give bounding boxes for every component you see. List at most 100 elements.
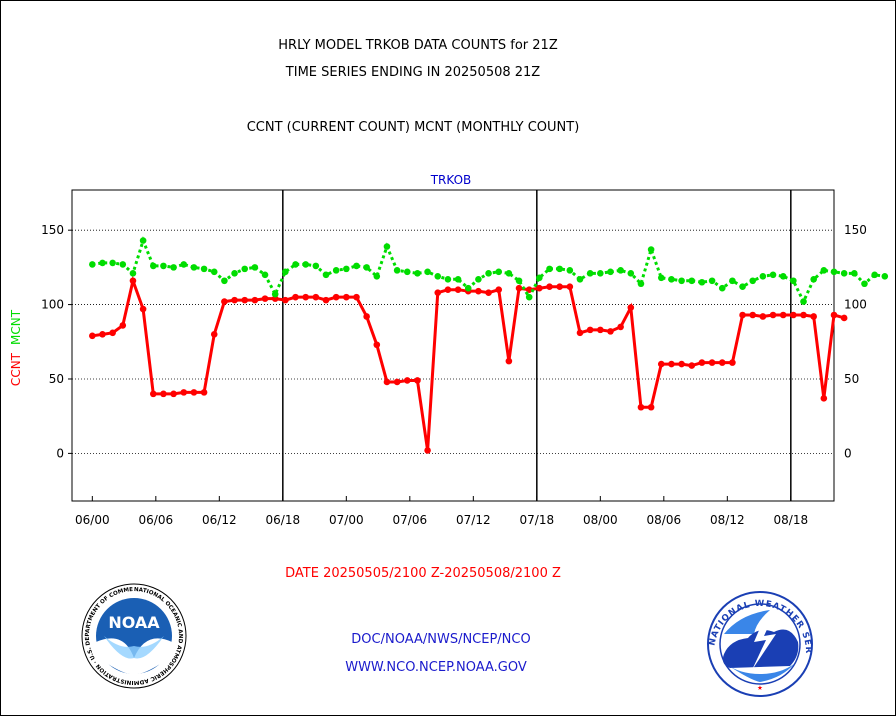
noaa-logo: NOAA NATIONAL OCEANIC AND ATMOSPHERIC AD… (81, 583, 187, 689)
data-point-mcnt (109, 259, 116, 267)
day-boundary-lines (282, 190, 792, 501)
noaa-logo-text: NOAA (108, 613, 160, 632)
data-point-ccnt (647, 403, 655, 411)
data-point-ccnt (688, 362, 696, 369)
data-point-ccnt (749, 311, 757, 319)
data-point-ccnt (241, 296, 249, 304)
data-point-ccnt (718, 359, 726, 366)
data-point-mcnt (454, 275, 462, 283)
data-point-mcnt (607, 268, 614, 276)
data-point-ccnt (820, 395, 828, 402)
data-point-ccnt (830, 311, 838, 319)
data-point-mcnt (129, 270, 137, 277)
data-point-mcnt (546, 265, 553, 273)
gridlines (72, 229, 834, 454)
data-point-ccnt (668, 360, 675, 368)
data-point-ccnt (678, 360, 685, 368)
data-point-ccnt (363, 313, 370, 320)
data-point-ccnt (322, 296, 330, 304)
data-point-ccnt (586, 326, 594, 334)
data-point-mcnt (363, 264, 370, 271)
x-tick-label: 08/06 (647, 513, 682, 527)
data-point-mcnt (576, 275, 584, 283)
plot-title: TRKOB (430, 173, 472, 187)
data-point-ccnt (89, 332, 96, 340)
data-point-ccnt (231, 296, 238, 304)
data-point-ccnt (576, 329, 584, 337)
y-tick-label-right: 0 (844, 446, 852, 460)
data-point-mcnt (485, 270, 492, 277)
x-tick-label: 07/12 (456, 513, 491, 527)
data-point-ccnt (800, 311, 807, 319)
data-point-mcnt (373, 273, 381, 280)
data-point-ccnt (373, 341, 381, 349)
data-point-ccnt (251, 296, 259, 304)
data-point-ccnt (597, 326, 604, 334)
data-point-ccnt (698, 359, 706, 366)
data-point-mcnt (312, 262, 320, 270)
data-point-ccnt (607, 328, 614, 335)
data-point-ccnt (556, 283, 563, 291)
data-point-ccnt (627, 304, 635, 311)
data-point-mcnt (617, 267, 624, 274)
data-point-mcnt (292, 261, 299, 268)
data-point-mcnt (688, 277, 696, 285)
data-point-mcnt (99, 259, 106, 267)
data-point-ccnt (485, 289, 492, 296)
data-point-mcnt (271, 290, 279, 298)
x-tick-label: 06/06 (139, 513, 174, 527)
x-tick-label: 08/00 (583, 513, 618, 527)
data-point-mcnt (657, 274, 665, 282)
data-point-mcnt (393, 267, 401, 274)
data-point-mcnt (221, 277, 228, 285)
data-point-ccnt (779, 311, 787, 319)
data-point-ccnt (403, 377, 411, 384)
data-point-mcnt (149, 262, 157, 270)
data-point-mcnt (749, 277, 757, 285)
data-point-mcnt (251, 264, 259, 271)
data-point-mcnt (840, 270, 848, 277)
data-point-mcnt (851, 270, 858, 277)
data-point-mcnt (383, 243, 391, 250)
data-point-mcnt (515, 277, 523, 285)
data-point-ccnt (414, 377, 421, 384)
data-point-mcnt (566, 267, 574, 274)
data-point-mcnt (790, 277, 797, 285)
x-tick-label: 08/12 (710, 513, 745, 527)
data-point-mcnt (637, 280, 645, 288)
data-point-ccnt (769, 311, 777, 319)
data-point-mcnt (871, 271, 878, 279)
data-point-mcnt (332, 267, 340, 274)
chart-title-line2: TIME SERIES ENDING IN 20250508 21Z (285, 65, 541, 80)
data-point-ccnt (505, 357, 513, 365)
data-point-mcnt (190, 264, 198, 271)
chart-title-line1: HRLY MODEL TRKOB DATA COUNTS for 21Z (278, 38, 558, 53)
data-point-mcnt (180, 261, 188, 268)
x-tick-label: 06/18 (266, 513, 301, 527)
data-point-mcnt (414, 270, 421, 277)
data-point-ccnt (312, 293, 320, 301)
data-point-ccnt (729, 359, 736, 366)
data-point-ccnt (790, 311, 797, 319)
nco-website-link[interactable]: WWW.NCO.NCEP.NOAA.GOV (345, 660, 527, 675)
data-point-mcnt (627, 270, 635, 277)
data-point-ccnt (282, 296, 289, 304)
data-point-ccnt (119, 322, 127, 329)
data-point-mcnt (698, 278, 706, 286)
data-point-ccnt (454, 286, 462, 293)
data-point-ccnt (302, 293, 309, 301)
data-point-mcnt (475, 275, 482, 283)
data-point-ccnt (637, 403, 645, 411)
data-point-mcnt (200, 265, 208, 273)
data-point-ccnt (383, 378, 391, 386)
doc-noaa-link[interactable]: DOC/NOAA/NWS/NCEP/NCO (351, 632, 531, 647)
data-point-ccnt (353, 293, 360, 301)
y-tick-label-right: 100 (844, 298, 867, 312)
data-point-ccnt (393, 378, 401, 386)
data-point-ccnt (343, 293, 350, 301)
data-point-mcnt (322, 271, 330, 279)
data-point-mcnt (861, 280, 868, 288)
data-point-ccnt (444, 286, 452, 293)
data-point-mcnt (759, 273, 767, 280)
data-point-mcnt (678, 277, 685, 285)
